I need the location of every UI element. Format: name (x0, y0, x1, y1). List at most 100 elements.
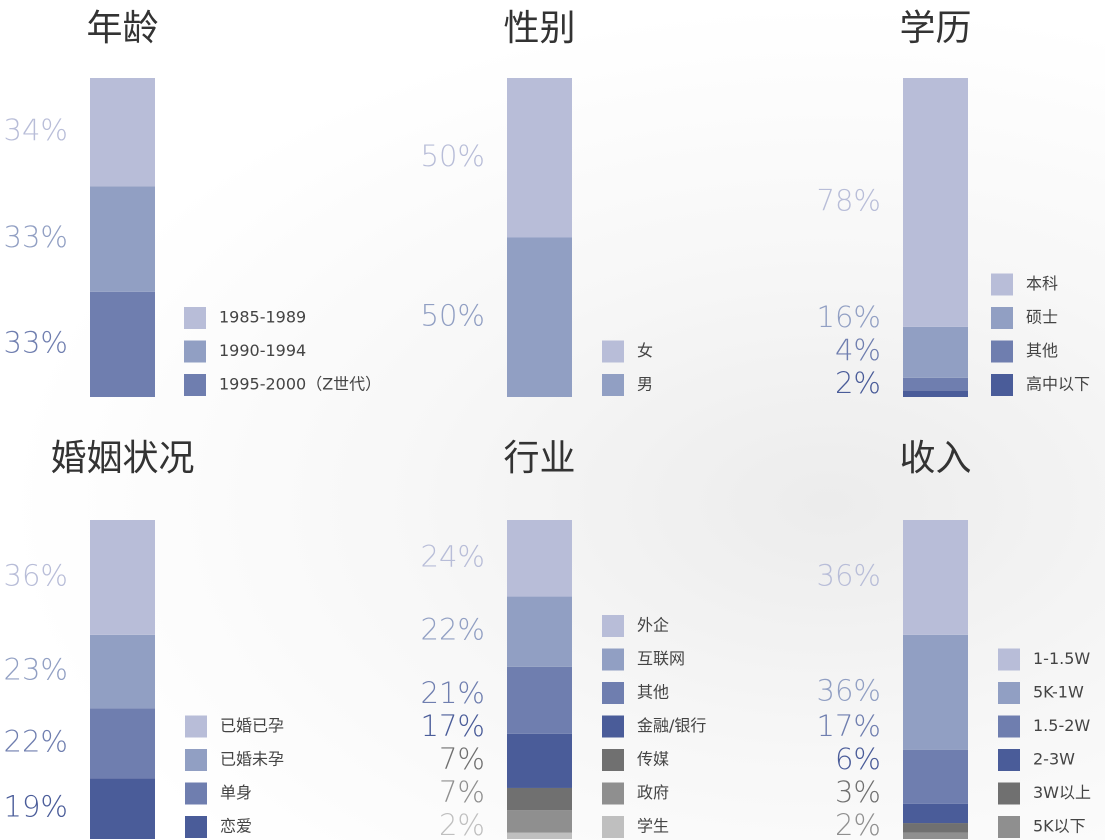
legend-label: 互联网 (637, 649, 685, 668)
value-label: 23% (4, 653, 68, 687)
legend-label: 已婚未孕 (220, 750, 284, 769)
legend-label: 本科 (1026, 274, 1058, 293)
legend-label: 1990-1994 (219, 341, 306, 360)
chart-title: 行业 (503, 438, 575, 479)
legend-label: 传媒 (637, 750, 669, 769)
value-label: 36% (4, 558, 68, 592)
value-label: 6% (835, 742, 881, 776)
value-label: 36% (817, 673, 881, 707)
legend-label: 1-1.5W (1033, 649, 1090, 668)
legend-swatch (998, 716, 1020, 738)
value-label: 22% (421, 613, 485, 647)
bar-segment (507, 520, 572, 597)
legend-label: 5K以下 (1033, 817, 1086, 836)
bar-segment (903, 327, 968, 378)
legend-swatch (185, 749, 207, 771)
bar-segment (90, 186, 155, 291)
legend-label: 已婚已孕 (220, 716, 284, 735)
legend-swatch (998, 649, 1020, 671)
bar-segment (903, 833, 968, 839)
bar-segment (903, 78, 968, 327)
legend-swatch (991, 307, 1013, 329)
legend-label: 硕士 (1026, 308, 1058, 327)
legend-swatch (185, 816, 207, 838)
value-label: 24% (421, 539, 485, 573)
value-label: 78% (817, 183, 881, 217)
bar-segment (507, 667, 572, 734)
bar-segment (90, 708, 155, 778)
legend-swatch (185, 716, 207, 738)
bar-segment (507, 78, 572, 238)
legend-label: 2-3W (1033, 750, 1075, 769)
legend-label: 外企 (637, 616, 669, 635)
value-label: 34% (4, 113, 68, 147)
value-label: 50% (421, 298, 485, 332)
bar-segment (90, 635, 155, 708)
legend-label: 政府 (637, 783, 669, 802)
legend-swatch (602, 615, 624, 637)
value-label: 33% (4, 220, 68, 254)
value-label: 19% (4, 790, 68, 824)
bar-segment (903, 804, 968, 823)
legend-label: 其他 (1026, 341, 1058, 360)
value-label: 4% (835, 333, 881, 367)
value-label: 3% (835, 775, 881, 809)
chart-title: 婚姻状况 (50, 438, 194, 479)
bar-segment (507, 810, 572, 832)
legend-swatch (602, 716, 624, 738)
legend-label: 1995-2000（Z世代） (219, 375, 381, 394)
value-label: 2% (835, 366, 881, 400)
legend-label: 男 (637, 375, 653, 394)
bar-segment (90, 778, 155, 839)
legend-swatch (998, 682, 1020, 704)
bar-segment (507, 238, 572, 398)
bar-segment (90, 78, 155, 186)
infographic: 年龄33%33%34%1985-19891990-19941995-2000（Z… (0, 0, 1105, 840)
legend-swatch (602, 374, 624, 396)
legend-label: 1985-1989 (219, 308, 306, 327)
bar-segment (90, 292, 155, 397)
legend-swatch (998, 816, 1020, 838)
chart-title: 收入 (899, 438, 971, 479)
legend-label: 1.5-2W (1033, 716, 1090, 735)
value-label: 17% (421, 709, 485, 743)
value-label: 7% (439, 742, 485, 776)
legend-swatch (184, 307, 206, 329)
value-label: 17% (817, 709, 881, 743)
legend-label: 单身 (220, 783, 252, 802)
value-label: 2% (835, 808, 881, 840)
legend-swatch (991, 341, 1013, 363)
bar-segment (903, 378, 968, 391)
bar-segment (90, 520, 155, 635)
value-label: 21% (421, 676, 485, 710)
bar-segment (507, 734, 572, 788)
legend-label: 高中以下 (1026, 375, 1090, 394)
legend-swatch (185, 783, 207, 805)
legend-swatch (602, 341, 624, 363)
value-label: 2% (439, 808, 485, 840)
chart-title: 性别 (503, 8, 575, 49)
legend-swatch (184, 341, 206, 363)
legend-swatch (184, 374, 206, 396)
legend-swatch (602, 783, 624, 805)
legend-swatch (998, 749, 1020, 771)
legend-swatch (991, 274, 1013, 296)
value-label: 33% (4, 325, 68, 359)
legend-label: 女 (637, 341, 653, 360)
bar-segment (903, 823, 968, 833)
value-label: 22% (4, 724, 68, 758)
legend-label: 恋爱 (220, 817, 252, 836)
value-label: 16% (817, 300, 881, 334)
value-label: 36% (817, 558, 881, 592)
legend-swatch (602, 816, 624, 838)
legend-label: 3W以上 (1033, 783, 1091, 802)
chart-title: 学历 (899, 8, 971, 49)
legend-label: 5K-1W (1033, 683, 1084, 702)
bar-segment (903, 750, 968, 804)
bar-segment (507, 833, 572, 839)
legend-swatch (991, 374, 1013, 396)
bar-segment (507, 788, 572, 810)
bar-segment (903, 520, 968, 635)
legend-label: 学生 (637, 817, 669, 836)
legend-label: 金融/银行 (637, 716, 706, 735)
